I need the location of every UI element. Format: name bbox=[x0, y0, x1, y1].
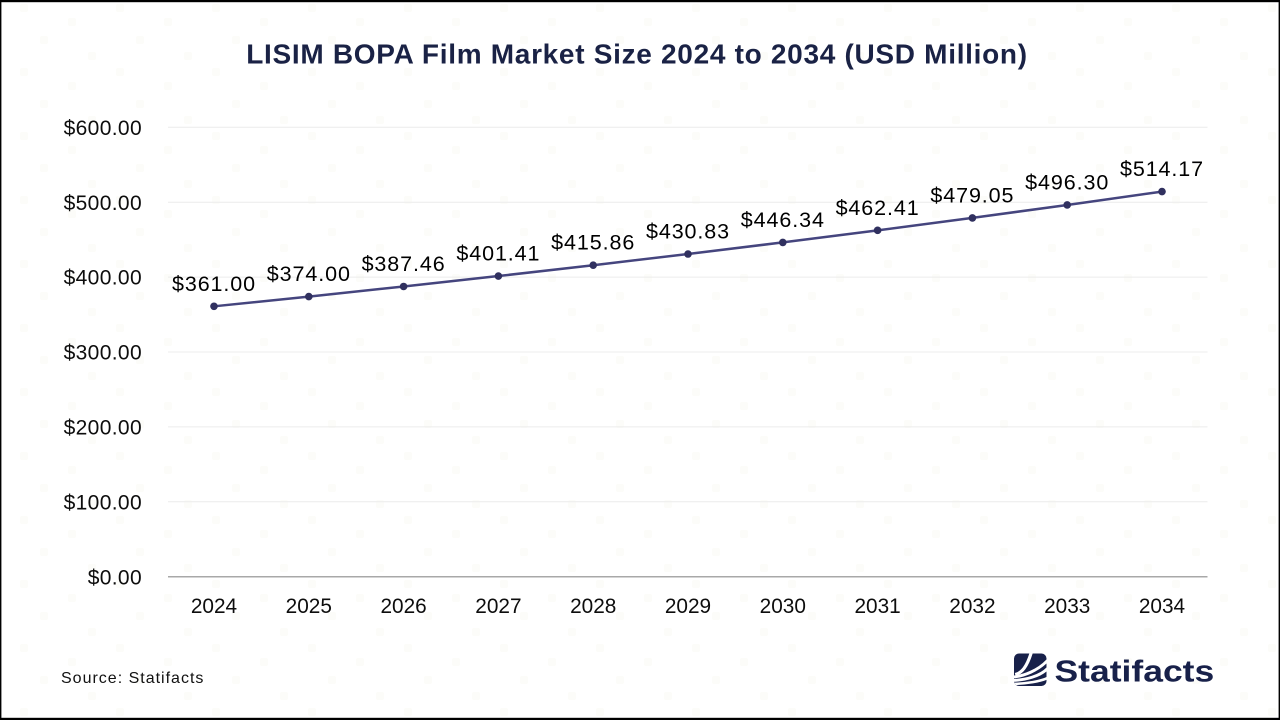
svg-text:2029: 2029 bbox=[665, 595, 711, 618]
svg-text:$0.00: $0.00 bbox=[88, 566, 142, 589]
svg-text:$400.00: $400.00 bbox=[64, 267, 142, 290]
svg-text:$479.05: $479.05 bbox=[930, 183, 1014, 207]
svg-text:Statifacts: Statifacts bbox=[1055, 654, 1215, 688]
svg-text:2032: 2032 bbox=[949, 595, 995, 618]
svg-text:$200.00: $200.00 bbox=[64, 417, 142, 440]
svg-text:2028: 2028 bbox=[570, 595, 616, 618]
svg-text:$374.00: $374.00 bbox=[267, 262, 351, 286]
svg-text:$446.34: $446.34 bbox=[741, 208, 825, 232]
svg-text:$462.41: $462.41 bbox=[836, 196, 920, 220]
svg-text:$430.83: $430.83 bbox=[646, 220, 730, 244]
svg-text:$100.00: $100.00 bbox=[64, 491, 142, 514]
svg-text:2026: 2026 bbox=[380, 595, 426, 618]
svg-text:$361.00: $361.00 bbox=[172, 272, 256, 296]
svg-text:Source: Statifacts: Source: Statifacts bbox=[61, 670, 204, 687]
svg-text:$415.86: $415.86 bbox=[551, 231, 635, 255]
svg-text:2024: 2024 bbox=[191, 595, 237, 618]
svg-text:$600.00: $600.00 bbox=[64, 117, 142, 140]
svg-text:2025: 2025 bbox=[286, 595, 332, 618]
svg-text:2033: 2033 bbox=[1044, 595, 1090, 618]
svg-text:LISIM BOPA Film Market Size 20: LISIM BOPA Film Market Size 2024 to 2034… bbox=[246, 39, 1028, 70]
svg-text:$300.00: $300.00 bbox=[64, 342, 142, 365]
svg-text:2034: 2034 bbox=[1139, 595, 1185, 618]
svg-text:2030: 2030 bbox=[760, 595, 806, 618]
svg-text:$496.30: $496.30 bbox=[1025, 171, 1109, 195]
svg-text:2031: 2031 bbox=[854, 595, 900, 618]
svg-text:$500.00: $500.00 bbox=[64, 192, 142, 215]
svg-text:$514.17: $514.17 bbox=[1120, 157, 1204, 181]
svg-text:$401.41: $401.41 bbox=[456, 242, 540, 266]
svg-text:2027: 2027 bbox=[475, 595, 521, 618]
svg-text:$387.46: $387.46 bbox=[362, 252, 446, 276]
